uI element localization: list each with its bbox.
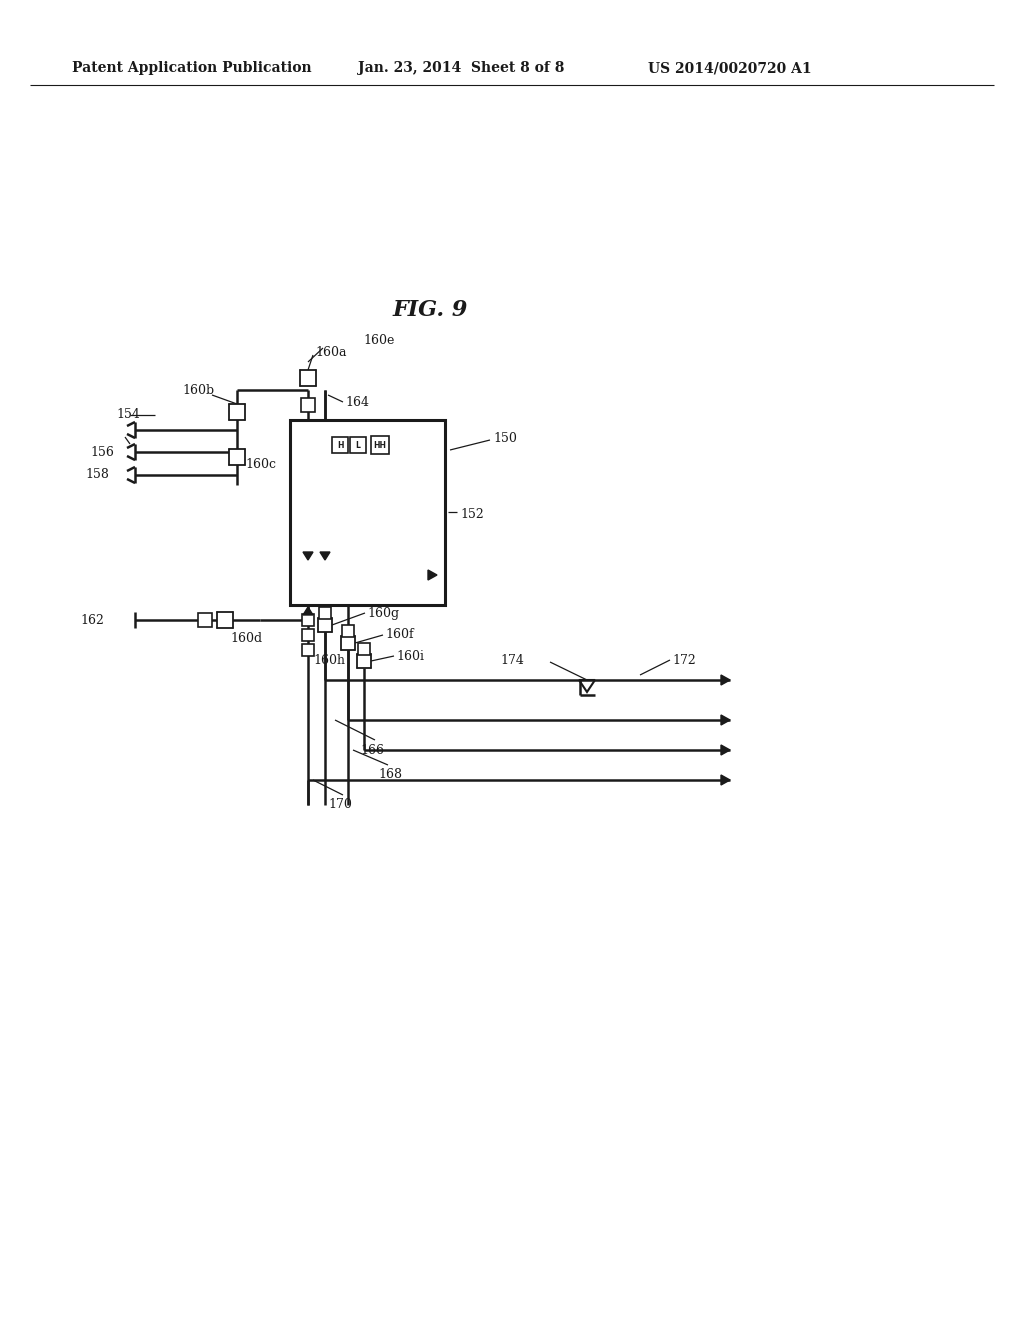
Polygon shape [303, 607, 313, 615]
Text: 172: 172 [672, 653, 695, 667]
Polygon shape [721, 775, 730, 785]
Bar [217, 612, 233, 628]
Text: 168: 168 [378, 768, 402, 781]
Text: 154: 154 [116, 408, 140, 421]
Polygon shape [303, 552, 313, 560]
Bar [318, 618, 332, 632]
Bar [302, 630, 314, 642]
Text: 174: 174 [500, 653, 524, 667]
Bar [229, 449, 245, 465]
Text: 158: 158 [85, 469, 109, 482]
Text: 162: 162 [80, 614, 103, 627]
Text: 150: 150 [493, 432, 517, 445]
Text: 160a: 160a [315, 346, 346, 359]
Polygon shape [319, 552, 330, 560]
Text: 164: 164 [345, 396, 369, 408]
Polygon shape [428, 570, 437, 579]
Bar [332, 437, 348, 453]
Polygon shape [721, 744, 730, 755]
Text: Patent Application Publication: Patent Application Publication [72, 61, 311, 75]
Bar [229, 404, 245, 420]
Bar [357, 653, 371, 668]
Polygon shape [721, 715, 730, 725]
Text: 160c: 160c [245, 458, 276, 470]
Text: 156: 156 [90, 446, 114, 458]
Bar [300, 370, 316, 385]
Bar [341, 636, 355, 649]
Bar [290, 420, 445, 605]
Text: US 2014/0020720 A1: US 2014/0020720 A1 [648, 61, 812, 75]
Text: 160i: 160i [396, 649, 424, 663]
Text: L: L [355, 441, 360, 450]
Text: HH: HH [374, 441, 386, 450]
Text: Jan. 23, 2014  Sheet 8 of 8: Jan. 23, 2014 Sheet 8 of 8 [358, 61, 564, 75]
Bar [302, 614, 314, 626]
Bar [319, 607, 331, 619]
Bar [198, 612, 212, 627]
Text: FIG. 9: FIG. 9 [392, 300, 468, 321]
Text: 160f: 160f [385, 628, 414, 642]
Text: 160b: 160b [182, 384, 214, 396]
Text: 160d: 160d [230, 631, 262, 644]
Text: 152: 152 [460, 507, 483, 520]
Bar [301, 399, 315, 412]
Bar [350, 437, 366, 453]
Text: 160e: 160e [362, 334, 394, 346]
Bar [302, 644, 314, 656]
Polygon shape [721, 675, 730, 685]
Text: 170: 170 [328, 799, 352, 812]
Text: 160g: 160g [367, 606, 399, 619]
Text: 160h: 160h [313, 653, 345, 667]
Text: 166: 166 [360, 743, 384, 756]
Bar [342, 624, 354, 638]
Bar [358, 643, 370, 655]
Bar [371, 436, 389, 454]
Text: H: H [337, 441, 343, 450]
